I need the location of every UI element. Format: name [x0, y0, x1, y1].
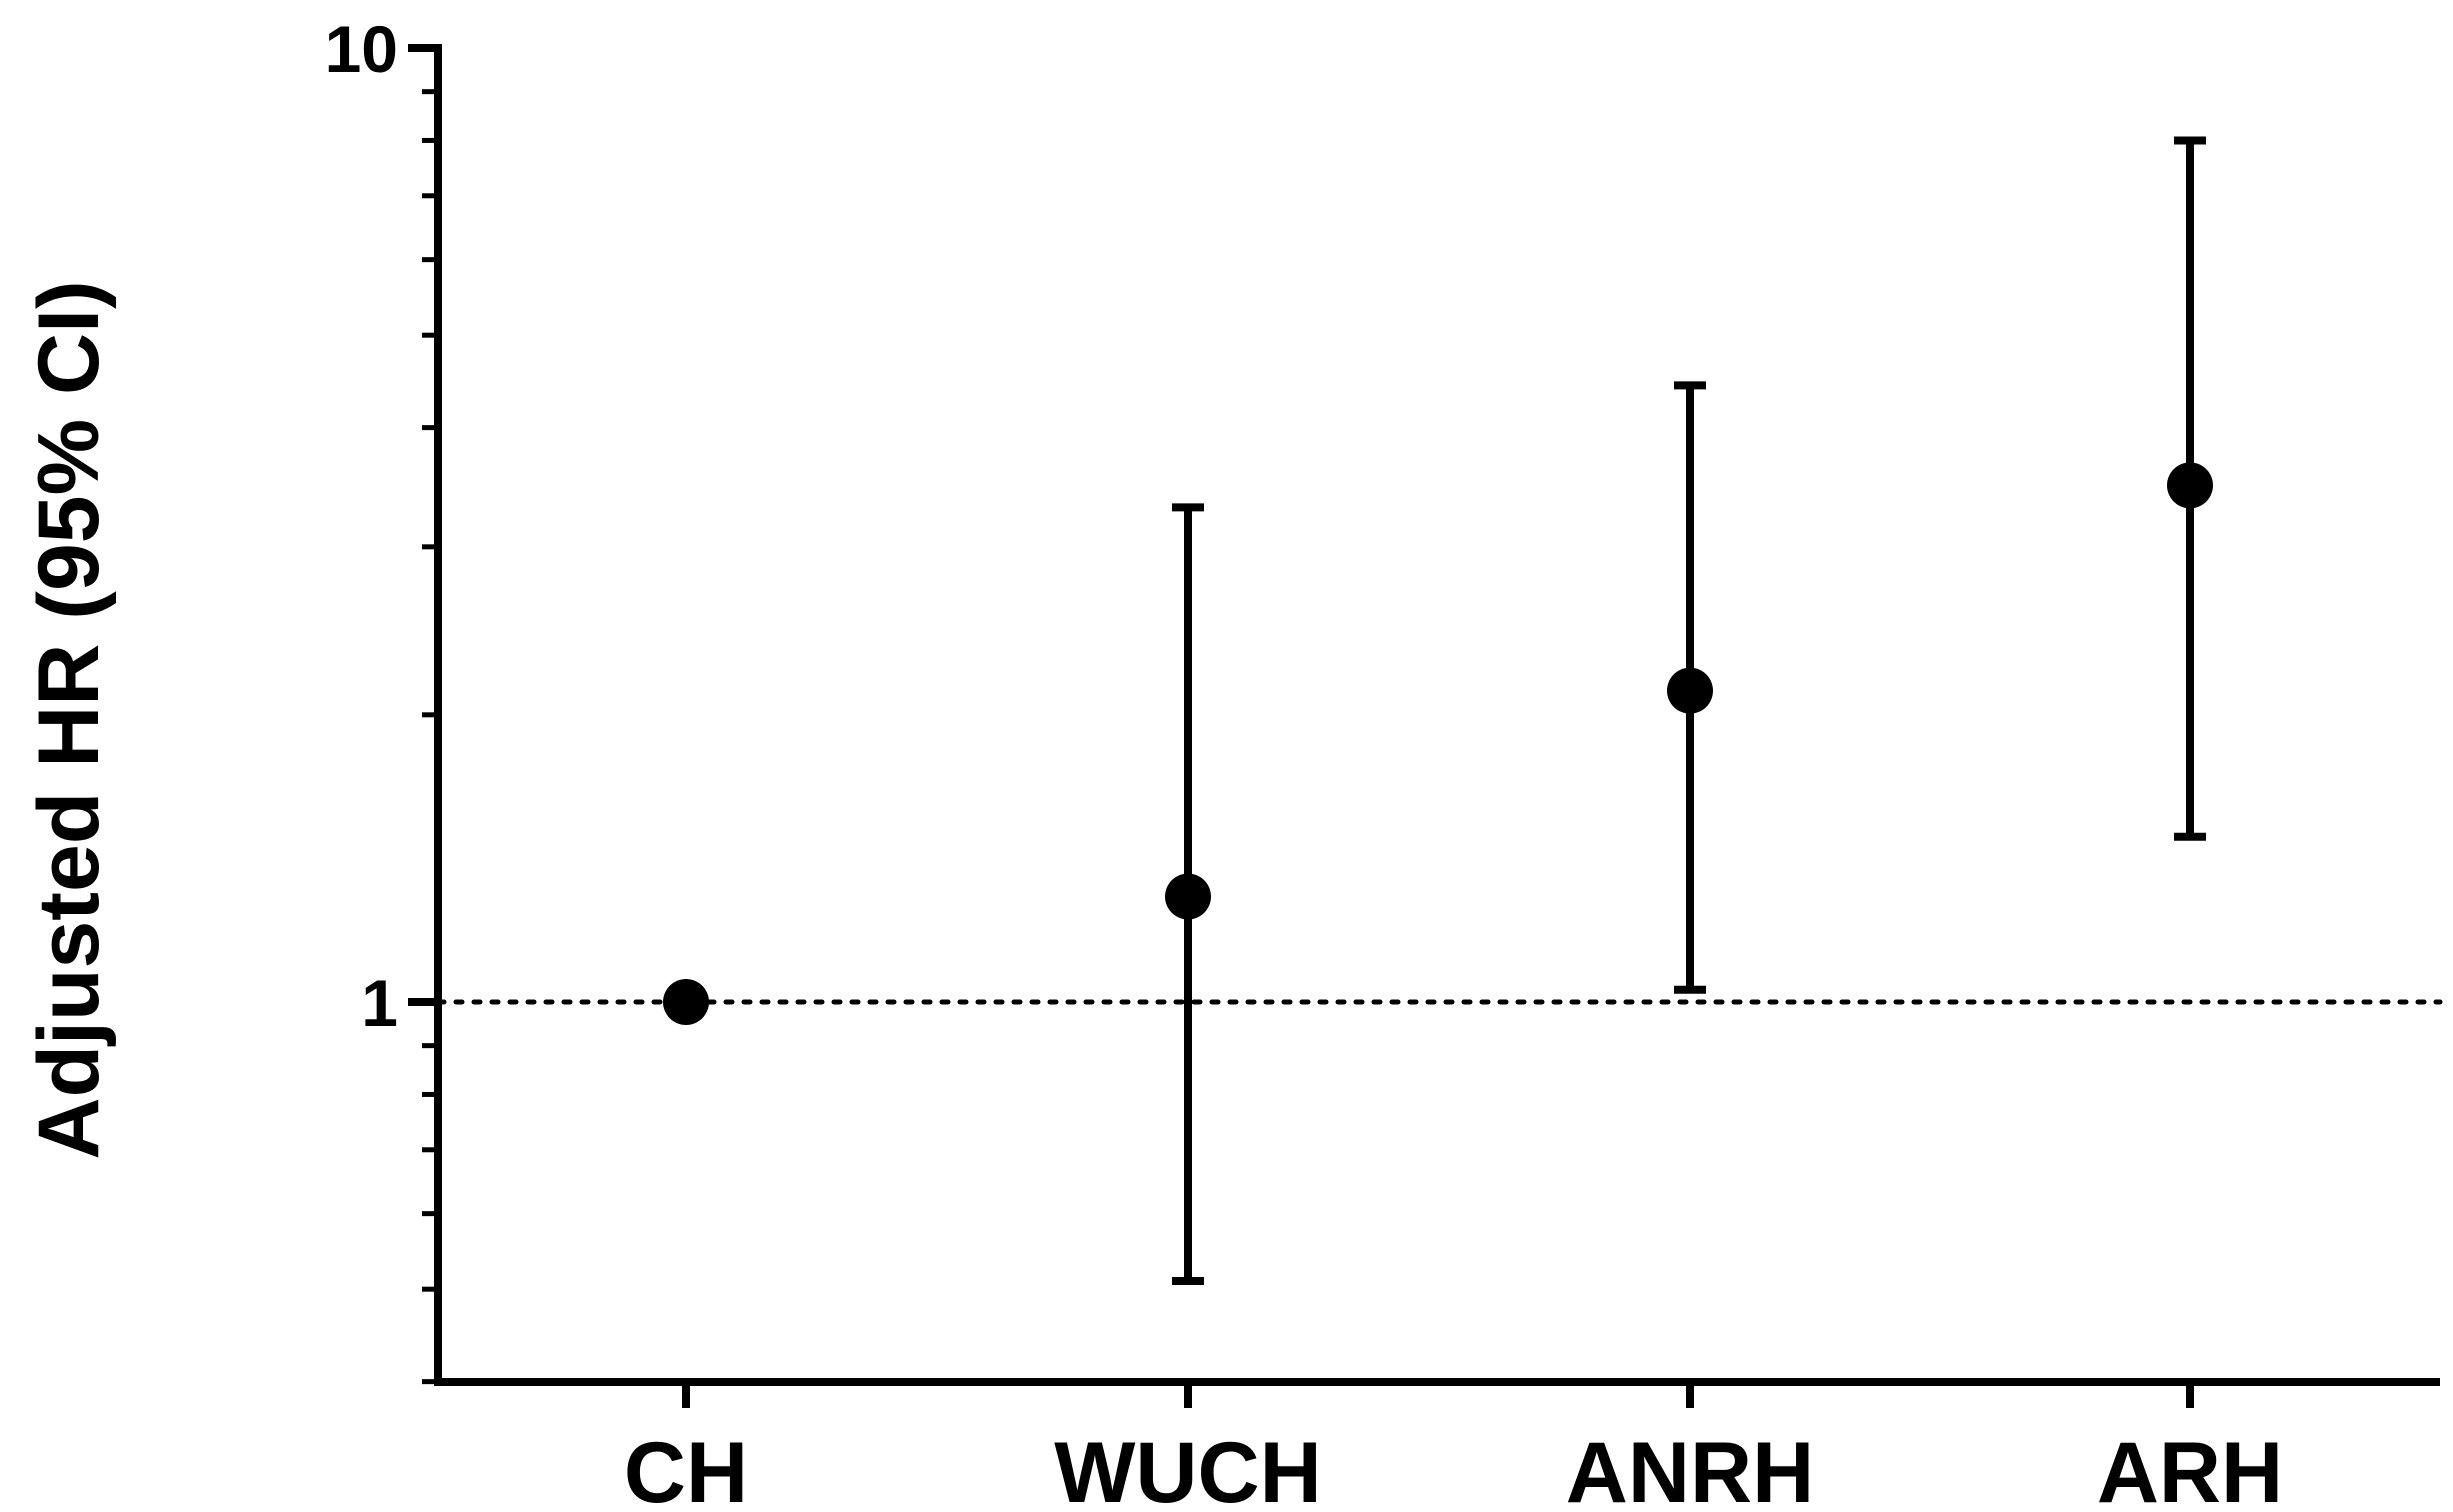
- x-category-label: ANRH: [1566, 1425, 1814, 1512]
- plot-marks: [663, 136, 2213, 1285]
- point-anrh: [1667, 667, 1713, 714]
- axes: 1 10 CH WUCH ANRH ARH: [325, 12, 2440, 1512]
- point-arh: [2167, 462, 2213, 509]
- x-category-label: CH: [624, 1425, 748, 1512]
- x-category-label: WUCH: [1054, 1425, 1322, 1512]
- y-tick-label: 10: [325, 12, 398, 86]
- y-tick-label: 1: [361, 966, 398, 1040]
- x-category-label: ARH: [2097, 1425, 2283, 1512]
- point-ch: [663, 979, 709, 1025]
- y-axis-title: Adjusted HR (95% CI): [21, 280, 117, 1159]
- point-wuch: [1165, 873, 1211, 920]
